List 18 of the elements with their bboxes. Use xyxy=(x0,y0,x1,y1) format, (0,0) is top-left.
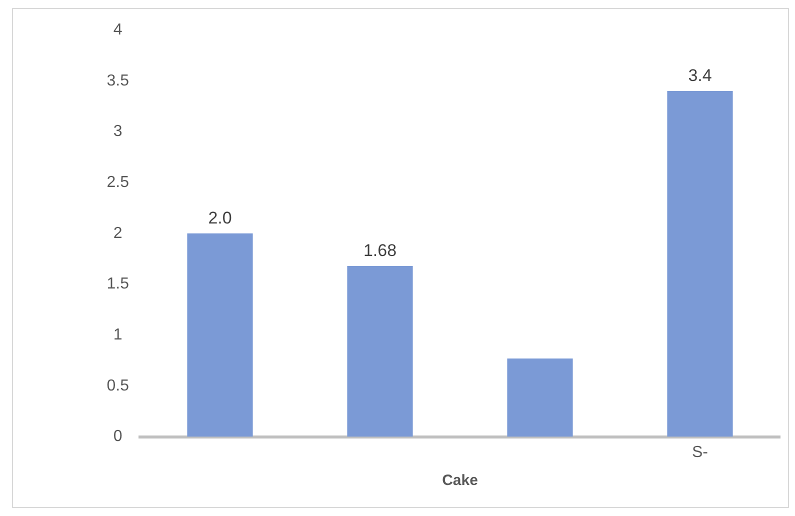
y-tick-label: 0.5 xyxy=(106,377,130,394)
x-axis-title: Cake xyxy=(442,472,478,490)
y-tick-label: 3 xyxy=(113,123,122,140)
y-tick-label: 2 xyxy=(113,224,122,242)
bar xyxy=(507,358,573,437)
y-tick-label: 1 xyxy=(113,326,122,344)
y-tick-label: 3.5 xyxy=(106,72,130,90)
y-tick-label: 1.5 xyxy=(106,276,130,293)
bar xyxy=(187,233,253,437)
y-tick-label: 2.5 xyxy=(106,174,130,191)
y-tick-label: 0 xyxy=(113,428,122,446)
x-tick-label: S- xyxy=(692,444,708,461)
data-label: 2.0 xyxy=(208,208,232,228)
y-tick-label: 4 xyxy=(113,21,122,38)
data-label: 3.4 xyxy=(688,66,712,86)
bar xyxy=(347,266,413,437)
bar xyxy=(667,91,733,437)
data-label: 1.68 xyxy=(363,241,397,260)
